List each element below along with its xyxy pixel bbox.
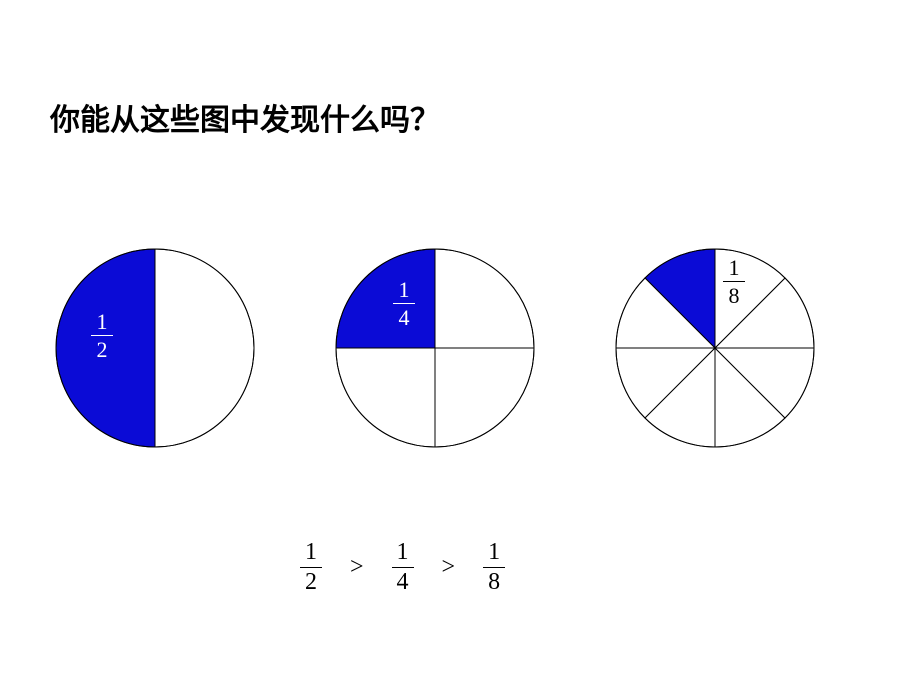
comparison-fraction: 14 <box>392 540 414 595</box>
comparison-fraction: 18 <box>483 540 505 595</box>
pie-chart-1: 12 <box>55 248 255 448</box>
fraction-denominator: 2 <box>91 338 113 361</box>
comparison-fraction: 12 <box>300 540 322 595</box>
fraction-numerator: 1 <box>483 540 505 565</box>
pie-chart-svg <box>615 248 815 448</box>
pie-chart-svg <box>335 248 535 448</box>
fraction-numerator: 1 <box>392 540 414 565</box>
fraction-bar <box>91 335 113 336</box>
fraction-denominator: 4 <box>392 570 414 595</box>
pie-charts-row: 121418 <box>55 248 815 448</box>
fraction-numerator: 1 <box>723 256 745 279</box>
fraction-numerator: 1 <box>393 278 415 301</box>
fraction-bar <box>392 567 414 568</box>
pie-fraction-label: 18 <box>723 256 745 307</box>
fraction-denominator: 2 <box>300 570 322 595</box>
pie-slice <box>336 249 435 348</box>
pie-fraction-label: 14 <box>393 278 415 329</box>
pie-slice <box>435 249 534 348</box>
fraction-numerator: 1 <box>300 540 322 565</box>
slide-canvas: { "background_color": "#ffffff", "title"… <box>0 0 920 690</box>
slide-title: 你能从这些图中发现什么吗？ <box>50 95 440 139</box>
fraction-bar <box>393 303 415 304</box>
comparison-operator: > <box>350 554 364 581</box>
pie-chart-2: 14 <box>335 248 535 448</box>
fraction-bar <box>300 567 322 568</box>
fraction-denominator: 8 <box>483 570 505 595</box>
pie-chart-svg <box>55 248 255 448</box>
fraction-denominator: 4 <box>393 306 415 329</box>
pie-chart-3: 18 <box>615 248 815 448</box>
fraction-bar <box>483 567 505 568</box>
fraction-bar <box>723 281 745 282</box>
pie-slice <box>336 348 435 447</box>
fraction-comparison: 12>14>18 <box>300 540 505 595</box>
pie-fraction-label: 12 <box>91 310 113 361</box>
fraction-denominator: 8 <box>723 284 745 307</box>
pie-slice <box>435 348 534 447</box>
pie-slice <box>155 249 254 447</box>
fraction-numerator: 1 <box>91 310 113 333</box>
comparison-operator: > <box>442 554 456 581</box>
